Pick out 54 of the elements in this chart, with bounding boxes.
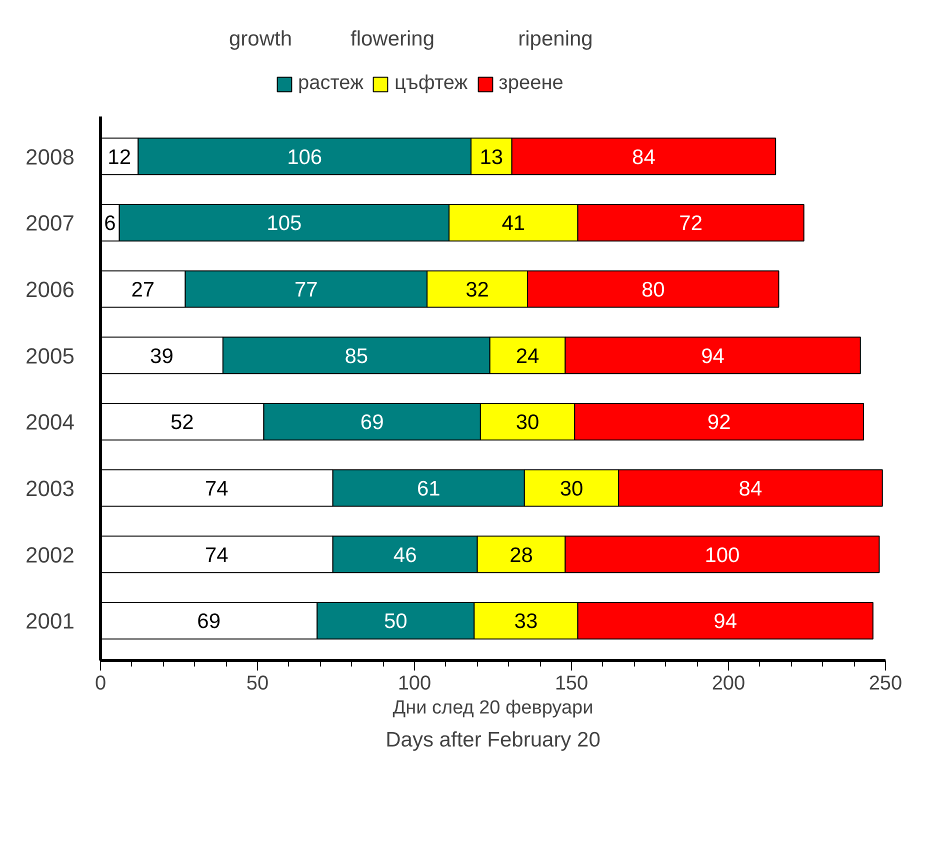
data-label: 52	[170, 411, 194, 434]
data-label: 6	[104, 212, 116, 236]
y-tick-label: 2007	[26, 210, 75, 236]
data-label: 94	[701, 344, 725, 368]
data-label: 72	[679, 212, 702, 236]
x-tick-label: 200	[712, 672, 746, 694]
y-tick-label: 2008	[26, 144, 75, 170]
text: Days after February 20	[386, 728, 600, 752]
x-tick-label: 250	[868, 672, 902, 694]
text: growth	[228, 28, 292, 50]
data-label: 50	[384, 610, 408, 634]
data-label: 46	[393, 544, 417, 567]
data-label: 28	[510, 544, 533, 567]
data-label: 69	[197, 610, 221, 634]
data-label: 84	[632, 146, 656, 169]
text: flowering	[350, 28, 435, 50]
y-tick-label: 2001	[26, 608, 75, 634]
x-tick-label: 100	[398, 672, 432, 694]
data-label: 69	[360, 411, 384, 434]
data-label: 33	[514, 610, 538, 634]
data-label: 106	[287, 146, 322, 169]
data-label: 30	[560, 478, 584, 501]
x-axis-title: Дни след 20 февруари	[392, 698, 594, 718]
data-label: 80	[641, 278, 665, 302]
data-label: 74	[205, 544, 229, 567]
legend-label: цъфтеж	[394, 72, 468, 95]
data-label: 24	[516, 344, 540, 368]
y-tick-label: 2004	[26, 410, 75, 435]
legend-label: зреене	[498, 72, 564, 95]
data-label: 30	[516, 411, 540, 434]
data-label: 39	[150, 344, 174, 368]
data-label: 77	[294, 278, 318, 302]
x-tick-label: 150	[554, 672, 588, 694]
data-label: 13	[480, 146, 504, 169]
y-tick-label: 2006	[26, 277, 75, 302]
y-tick-label: 2003	[26, 476, 75, 502]
x-tick-label: 0	[94, 672, 106, 694]
data-label: 12	[108, 146, 132, 169]
data-label: 41	[502, 212, 526, 236]
data-label: 100	[704, 544, 740, 567]
data-label: 61	[416, 478, 440, 501]
data-label: 105	[266, 212, 302, 236]
y-tick-label: 2005	[26, 343, 75, 368]
y-tick-label: 2002	[26, 542, 75, 568]
data-label: 74	[205, 478, 229, 501]
x-tick-label: 50	[246, 672, 269, 694]
data-label: 85	[344, 344, 368, 368]
data-label: 84	[738, 478, 762, 501]
data-label: 27	[131, 278, 155, 302]
data-label: 94	[714, 610, 738, 634]
legend-label: растеж	[298, 72, 364, 95]
data-label: 32	[466, 278, 489, 302]
text: ripening	[518, 28, 593, 50]
data-label: 92	[707, 411, 731, 434]
